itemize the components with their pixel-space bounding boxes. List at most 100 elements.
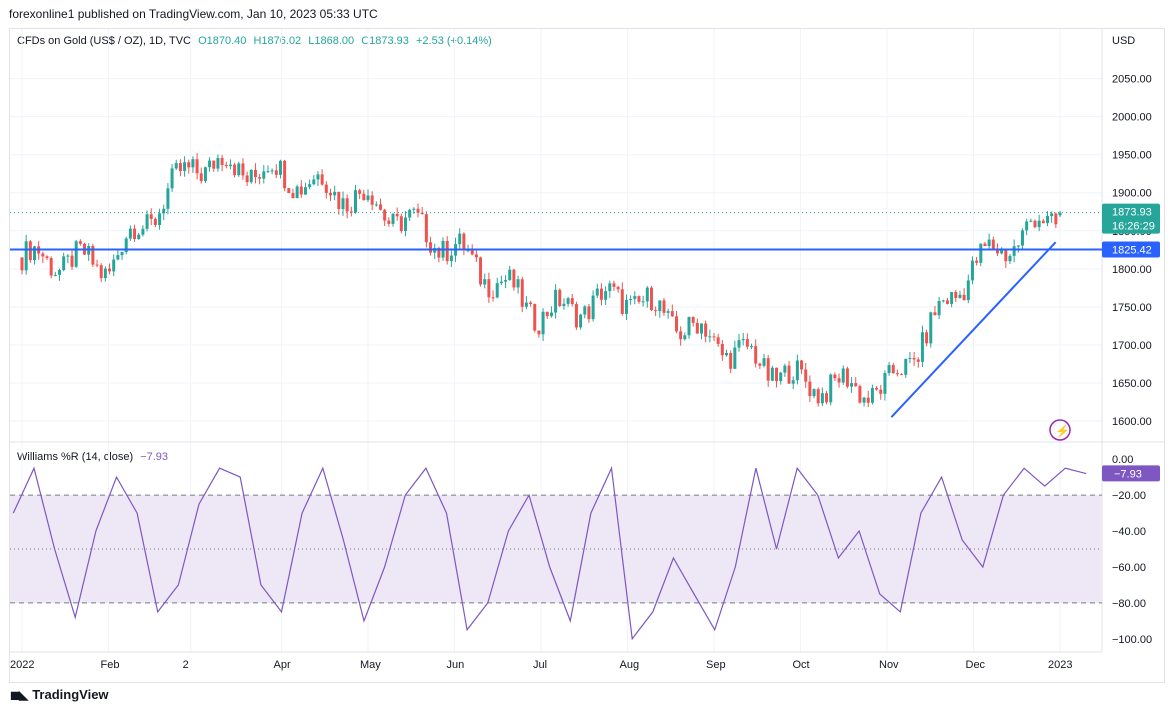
candle-body: [950, 291, 954, 304]
candle-body: [825, 393, 829, 403]
candle-body: [1054, 213, 1058, 225]
candle-body: [187, 162, 191, 168]
wr-tick-label: −20.00: [1112, 490, 1146, 502]
candle-body: [370, 195, 374, 205]
candle-body: [429, 242, 433, 253]
candle-body: [695, 322, 699, 334]
candle-body: [1012, 246, 1016, 256]
level-badge-value: 1825.42: [1112, 244, 1152, 256]
wr-tick-label: 0.00: [1112, 454, 1133, 466]
candle-body: [95, 264, 99, 266]
candle-body: [870, 388, 874, 403]
currency-label: USD: [1112, 35, 1136, 47]
badges[interactable]: 1873.93 16:26:29 1825.42 −7.93: [1102, 203, 1160, 482]
tradingview-logo[interactable]: ◼◣ TradingView: [10, 687, 109, 702]
candle-body: [374, 204, 378, 206]
candle-body: [925, 332, 929, 344]
candle-body: [345, 198, 349, 212]
candle-body: [775, 367, 779, 382]
candle-body: [479, 257, 483, 285]
candle-body: [720, 343, 724, 356]
candle-body: [533, 304, 537, 331]
candle-body: [458, 233, 462, 245]
candle-body: [904, 358, 908, 375]
candle-body: [283, 160, 287, 189]
candle-body: [1000, 249, 1004, 254]
indicator-title[interactable]: Williams %R (14, close): [17, 451, 134, 463]
candle-body: [379, 204, 383, 210]
candle-body: [470, 250, 474, 255]
candle-body: [253, 169, 257, 178]
candle-body: [933, 312, 937, 316]
candle-body: [1008, 255, 1012, 262]
candle-body: [133, 228, 137, 239]
candle-body: [908, 358, 912, 360]
candle-body: [729, 352, 733, 369]
candle-body: [191, 159, 195, 168]
candle-body: [195, 159, 199, 174]
candle-body: [266, 171, 270, 173]
candle-body: [108, 268, 112, 272]
candle-body: [220, 157, 224, 165]
symbol-title[interactable]: CFDs on Gold (US$ / OZ), 1D, TVC: [17, 35, 192, 47]
candle-body: [970, 260, 974, 281]
candle-body: [62, 256, 66, 271]
candle-body: [74, 241, 78, 267]
candle-body: [249, 169, 253, 183]
candle-body: [516, 279, 520, 288]
time-tick-label: Sep: [706, 659, 726, 671]
candle-body: [449, 255, 453, 262]
candle-body: [579, 314, 583, 328]
candle-body: [616, 286, 620, 290]
time-tick-label: Nov: [879, 659, 899, 671]
candle-body: [324, 184, 328, 193]
candle-body: [920, 332, 924, 362]
candle-body: [712, 336, 716, 338]
candle-body: [962, 294, 966, 301]
candle-body: [328, 192, 332, 196]
candle-body: [537, 330, 541, 335]
candle-body: [758, 363, 762, 366]
candle-body: [20, 257, 24, 271]
candle-body: [262, 171, 266, 179]
candle-body: [174, 163, 178, 169]
candle-body: [149, 214, 153, 219]
candle-body: [28, 241, 32, 261]
candle-body: [641, 301, 645, 303]
brand-label: TradingView: [32, 687, 109, 702]
candle-body: [670, 311, 674, 317]
candle-body: [837, 378, 841, 383]
candle-body: [745, 339, 749, 347]
candle-body: [349, 211, 353, 213]
candle-body: [979, 243, 983, 263]
candle-body: [954, 291, 958, 298]
candle-body: [308, 184, 312, 188]
candle-body: [103, 268, 107, 279]
candle-body: [975, 260, 979, 263]
candle-body: [983, 243, 987, 247]
candle-body: [858, 386, 862, 403]
candle-body: [1050, 213, 1054, 217]
candle-body: [737, 340, 741, 348]
candle-body: [691, 316, 695, 323]
candle-body: [966, 280, 970, 301]
candle-body: [662, 300, 666, 313]
candle-body: [929, 312, 933, 344]
candle-body: [166, 188, 170, 209]
candle-body: [412, 208, 416, 210]
candle-body: [679, 331, 683, 340]
candle-body: [787, 365, 791, 384]
candle-body: [783, 365, 787, 373]
candle-body: [112, 259, 116, 272]
candle-body: [158, 213, 162, 225]
price-tick-label: 2000.00: [1112, 112, 1152, 124]
candle-body: [162, 208, 166, 214]
candle-body: [779, 372, 783, 382]
candle-body: [208, 160, 212, 168]
time-tick-label: 2023: [1048, 659, 1072, 671]
candle-body: [1016, 245, 1020, 247]
wr-tick-label: −40.00: [1112, 526, 1146, 538]
time-tick-label: Feb: [101, 659, 120, 671]
candle-body: [183, 162, 187, 171]
